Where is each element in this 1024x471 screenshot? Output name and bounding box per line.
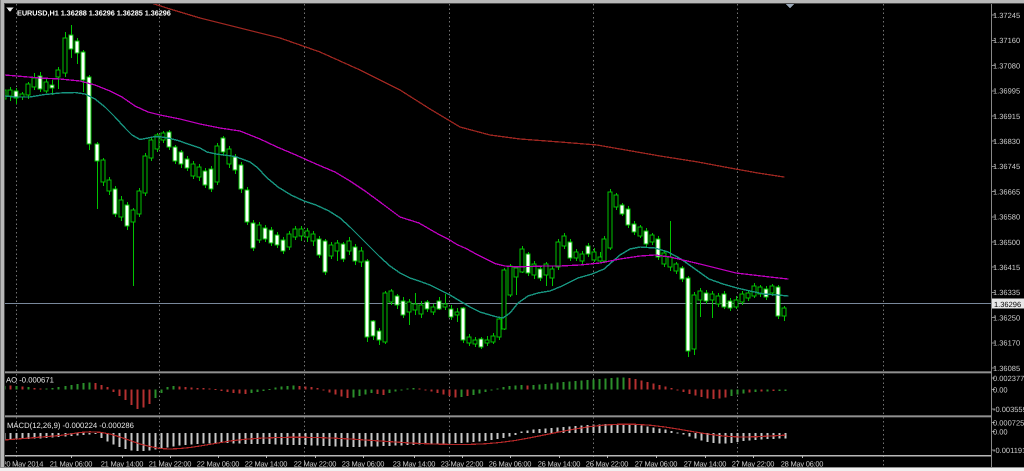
svg-text:27 May 06:00: 27 May 06:00 [635,460,678,469]
svg-text:22 May 06:00: 22 May 06:00 [197,460,240,469]
svg-text:1.36250: 1.36250 [993,313,1020,322]
svg-text:1.36580: 1.36580 [993,213,1020,222]
svg-text:1.36500: 1.36500 [993,238,1020,247]
svg-text:1.37245: 1.37245 [993,11,1020,20]
svg-text:0.000725: 0.000725 [993,418,1024,427]
svg-text:22 May 14:00: 22 May 14:00 [245,460,288,469]
svg-text:20 May 2014: 20 May 2014 [3,460,44,469]
svg-text:26 May 14:00: 26 May 14:00 [538,460,581,469]
svg-text:1.36745: 1.36745 [993,162,1020,171]
svg-text:1.36296: 1.36296 [994,300,1021,309]
svg-text:1.36665: 1.36665 [993,187,1020,196]
svg-text:1.36915: 1.36915 [993,112,1020,121]
svg-text:MACD(12,26,9) -0.000224 -0.000: MACD(12,26,9) -0.000224 -0.000286 [7,421,134,430]
svg-text:27 May 22:00: 27 May 22:00 [732,460,775,469]
svg-text:EURUSD,H1 1.36288 1.36296 1.36: EURUSD,H1 1.36288 1.36296 1.36285 1.3629… [17,9,171,18]
svg-text:21 May 22:00: 21 May 22:00 [149,460,192,469]
svg-text:0.00: 0.00 [993,427,1008,436]
svg-text:22 May 22:00: 22 May 22:00 [294,460,337,469]
svg-text:1.37080: 1.37080 [993,61,1020,70]
svg-text:0.00: 0.00 [993,385,1008,394]
svg-text:1.36995: 1.36995 [993,87,1020,96]
svg-text:21 May 14:00: 21 May 14:00 [101,460,144,469]
svg-text:1.36170: 1.36170 [993,339,1020,348]
svg-text:1.36415: 1.36415 [993,263,1020,272]
svg-text:23 May 14:00: 23 May 14:00 [393,460,436,469]
svg-text:AO -0.000671: AO -0.000671 [6,376,54,385]
svg-text:1.37160: 1.37160 [993,36,1020,45]
svg-text:1.36830: 1.36830 [993,137,1020,146]
svg-text:23 May 06:00: 23 May 06:00 [342,460,385,469]
svg-text:0.002377: 0.002377 [993,374,1024,383]
svg-text:1.36085: 1.36085 [993,364,1020,373]
svg-text:23 May 22:00: 23 May 22:00 [441,460,484,469]
svg-text:-0.003559: -0.003559 [993,405,1024,414]
svg-text:1.36335: 1.36335 [993,288,1020,297]
svg-text:28 May 06:00: 28 May 06:00 [781,460,824,469]
svg-text:26 May 22:00: 26 May 22:00 [586,460,629,469]
svg-text:-0.001191: -0.001191 [993,446,1024,455]
svg-text:26 May 06:00: 26 May 06:00 [489,460,532,469]
svg-text:21 May 06:00: 21 May 06:00 [50,460,93,469]
svg-text:27 May 14:00: 27 May 14:00 [684,460,727,469]
